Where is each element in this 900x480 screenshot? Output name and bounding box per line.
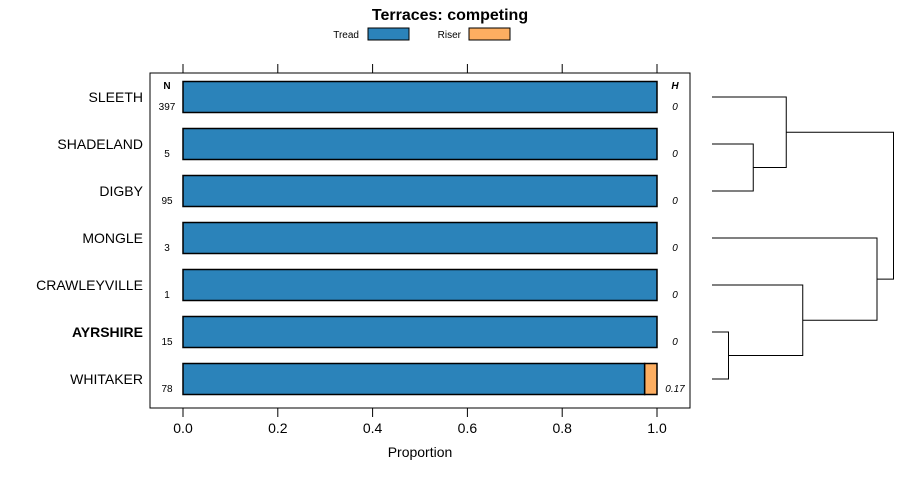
n-value: 1 xyxy=(164,290,170,301)
n-column-header: N xyxy=(163,81,170,92)
h-value: 0 xyxy=(672,290,678,301)
n-value: 15 xyxy=(161,337,173,348)
legend-label-tread: Tread xyxy=(333,30,359,41)
dendrogram-branch xyxy=(786,131,894,280)
x-tick-label: 0.8 xyxy=(552,420,572,436)
bar-segment-tread xyxy=(182,221,658,255)
h-value: 0 xyxy=(672,102,678,113)
x-tick-label: 0.4 xyxy=(363,420,383,436)
chart-title: Terraces: competing xyxy=(372,7,528,24)
legend-label-riser: Riser xyxy=(438,30,462,41)
x-axis: 0.0 0.2 0.4 0.6 0.8 1.0 xyxy=(173,64,667,436)
n-value: 95 xyxy=(161,196,173,207)
legend-swatch-tread xyxy=(367,27,410,41)
category-label: DIGBY xyxy=(99,183,143,199)
plot-frame xyxy=(149,72,691,409)
category-label: SHADELAND xyxy=(57,136,143,152)
bar-segment-tread xyxy=(182,315,658,349)
bar-segment-tread xyxy=(182,174,658,208)
x-tick-label: 0.0 xyxy=(173,420,193,436)
dendrogram-branch xyxy=(712,143,754,192)
h-value: 0 xyxy=(672,196,678,207)
n-value: 397 xyxy=(159,102,176,113)
dendrogram xyxy=(712,96,894,380)
legend-swatch-riser xyxy=(468,27,511,41)
dendrogram-branch xyxy=(712,96,787,168)
bar-segment-riser xyxy=(643,362,658,396)
category-label: SLEETH xyxy=(89,89,143,105)
legend: Tread Riser xyxy=(333,27,511,41)
h-value: 0 xyxy=(672,337,678,348)
category-label: AYRSHIRE xyxy=(72,324,143,340)
dendrogram-branch xyxy=(712,331,729,380)
h-value: 0 xyxy=(672,243,678,254)
h-column-header: H xyxy=(671,81,679,92)
bar-segment-tread xyxy=(182,127,658,161)
n-value: 3 xyxy=(164,243,170,254)
dendrogram-branch xyxy=(712,284,804,356)
bar-segment-tread xyxy=(182,268,658,302)
bar-segment-tread xyxy=(182,80,658,114)
h-value: 0.17 xyxy=(665,384,685,395)
x-tick-label: 0.6 xyxy=(458,420,478,436)
x-tick-label: 0.2 xyxy=(268,420,288,436)
h-value: 0 xyxy=(672,149,678,160)
dendrogram-branch xyxy=(712,237,878,321)
x-tick-label: 1.0 xyxy=(647,420,667,436)
category-label: MONGLE xyxy=(82,230,143,246)
category-label: WHITAKER xyxy=(70,371,143,387)
category-label: CRAWLEYVILLE xyxy=(36,277,143,293)
bar-rows: SLEETH 397 0 SHADELAND 5 0 DIGBY 95 0 MONGLE 3 0 CRA… xyxy=(36,80,685,396)
bar-segment-tread xyxy=(182,362,646,396)
x-axis-label: Proportion xyxy=(388,444,453,460)
n-value: 78 xyxy=(161,384,173,395)
n-value: 5 xyxy=(164,149,170,160)
